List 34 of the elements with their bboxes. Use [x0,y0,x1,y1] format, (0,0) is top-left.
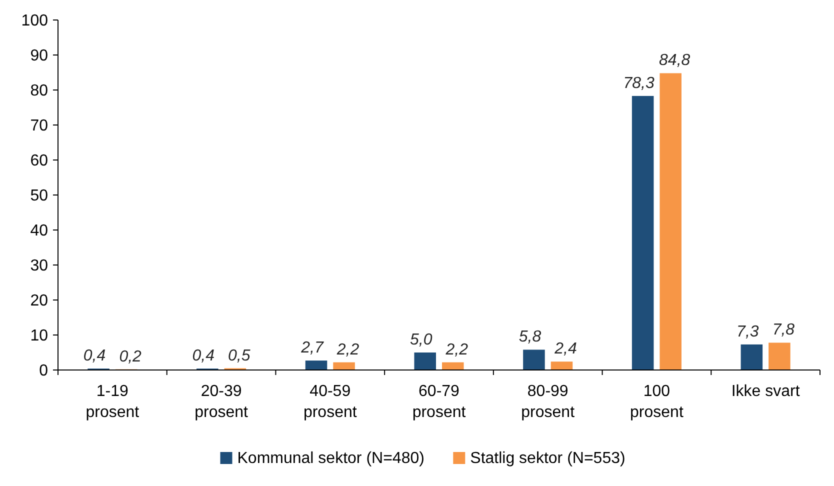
x-tick-label: 80-99 prosent [521,383,576,421]
x-tick-label: 20-39 prosent [194,383,249,421]
y-tick-label: 80 [30,82,48,100]
y-tick-label: 100 [21,12,48,30]
y-tick-label: 10 [30,328,48,345]
data-label: 0,4 [83,348,106,365]
data-label: 2,7 [300,340,324,357]
y-tick-label: 60 [30,152,48,170]
data-label: 84,8 [659,52,690,70]
data-label: 5,8 [518,328,542,346]
legend-label: Statlig sektor (N=553) [470,450,626,467]
x-tick-label: Ikke svart [731,383,800,400]
x-tick-label: 60-79 prosent [412,383,466,421]
data-label: 2,2 [444,341,468,358]
y-tick-label: 50 [30,188,48,205]
data-label: 2,4 [554,340,577,358]
y-tick-label: 20 [30,292,48,310]
y-tick-label: 70 [30,118,48,135]
x-tick-label: 100 prosent [630,383,684,421]
x-tick-label: 40-59 prosent [303,383,358,421]
y-tick-label: 0 [39,362,48,380]
legend-label: Kommunal sektor (N=480) [237,450,424,467]
data-label: 78,3 [623,74,654,92]
data-label: 0,5 [228,347,250,364]
data-label: 7,3 [736,323,759,340]
data-label: 5,0 [410,332,432,348]
x-tick-label: 1-19 prosent [86,383,140,421]
y-tick-label: 30 [30,258,48,275]
data-label: 2,2 [336,341,360,358]
data-label: 0,4 [192,348,215,365]
data-label: 0,2 [119,348,142,366]
y-tick-label: 90 [30,48,48,65]
data-label: 7,8 [772,322,795,339]
y-tick-label: 40 [30,222,48,240]
